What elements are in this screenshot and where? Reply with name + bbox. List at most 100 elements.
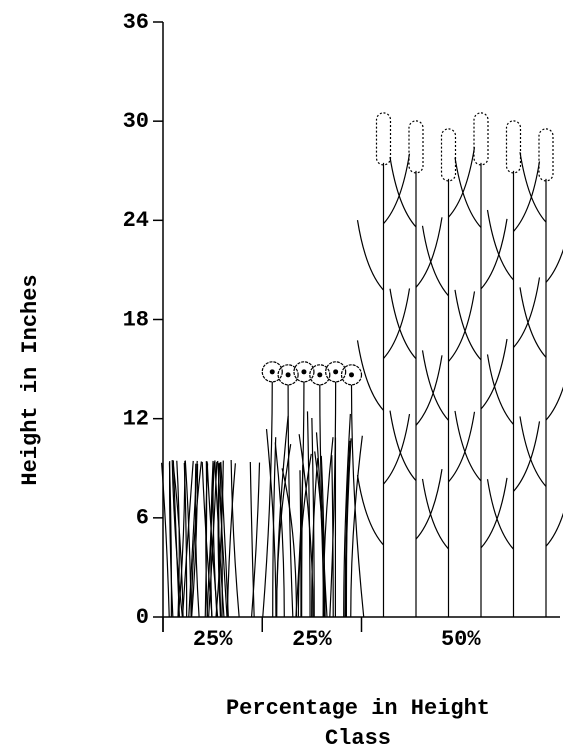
leaf xyxy=(513,277,541,348)
leaf xyxy=(356,220,384,291)
y-axis-label: Height in Inches xyxy=(18,274,43,485)
flower-center xyxy=(269,369,275,375)
leaf xyxy=(275,444,292,618)
flower-center xyxy=(317,372,323,378)
grass-blade xyxy=(214,460,225,618)
flower-stem xyxy=(287,384,294,618)
x-axis-label: Percentage in Height xyxy=(226,696,490,721)
leaf xyxy=(298,434,314,618)
grass-blade xyxy=(190,461,202,618)
y-tick-label: 24 xyxy=(123,208,149,233)
cattail-head xyxy=(440,128,457,182)
leaf xyxy=(513,161,541,232)
leaf xyxy=(322,437,334,618)
class-share-label: 25% xyxy=(292,627,332,652)
grass-blade xyxy=(191,463,199,618)
leaf xyxy=(281,468,298,618)
leaf xyxy=(448,147,476,218)
y-tick-label: 12 xyxy=(123,406,149,431)
leaf xyxy=(356,340,384,411)
flower-center xyxy=(301,369,307,375)
grass-blade xyxy=(168,461,174,618)
leaf xyxy=(545,386,563,421)
grass-blade xyxy=(206,461,219,618)
flower-head xyxy=(277,364,299,386)
flower-stem xyxy=(350,384,365,618)
grass-blade xyxy=(215,460,224,618)
leaf xyxy=(519,152,547,223)
grass-blade xyxy=(217,463,222,618)
y-tick-label: 18 xyxy=(123,307,149,332)
leaf xyxy=(519,416,547,487)
flower-stem xyxy=(262,381,273,618)
flower-head xyxy=(340,364,363,386)
flower-head xyxy=(261,361,283,383)
leaf xyxy=(383,413,411,485)
grass-blade xyxy=(171,460,183,618)
leaf xyxy=(454,157,482,228)
leaf xyxy=(311,458,319,618)
leaf xyxy=(421,225,449,297)
leaf xyxy=(345,470,349,618)
class-share-label: 50% xyxy=(441,627,481,652)
leaf xyxy=(356,474,384,546)
flower-head xyxy=(293,361,315,383)
y-tick-label: 30 xyxy=(123,109,149,134)
grass-blade xyxy=(188,460,198,618)
leaf xyxy=(454,289,482,361)
leaf xyxy=(415,217,443,288)
leaf xyxy=(486,479,514,550)
flower-center xyxy=(349,372,354,378)
cattail-head xyxy=(408,120,424,174)
leaf xyxy=(545,512,563,547)
x-axis-label: Class xyxy=(325,726,391,751)
y-tick-label: 6 xyxy=(136,506,149,531)
grass-blade xyxy=(230,459,240,618)
grass-blade xyxy=(177,461,186,618)
leaf xyxy=(454,410,482,482)
cattail-head xyxy=(538,128,554,182)
flower-center xyxy=(333,369,339,375)
grass-blade xyxy=(226,463,236,618)
grass-blade xyxy=(172,460,181,618)
leaf xyxy=(383,288,411,359)
y-tick-label: 36 xyxy=(123,10,149,35)
leaf xyxy=(480,218,508,290)
flower-center xyxy=(285,372,291,378)
leaf xyxy=(486,209,514,281)
leaf xyxy=(421,478,449,550)
leaf xyxy=(421,350,449,421)
leaf xyxy=(486,354,514,425)
flower-head xyxy=(309,364,331,386)
flower-head xyxy=(325,361,347,383)
flower-stem xyxy=(319,384,328,618)
grass-blade xyxy=(250,462,261,618)
leaf xyxy=(389,288,417,360)
grass-blade xyxy=(249,461,255,618)
grass-blade xyxy=(206,461,216,618)
grass-blade xyxy=(161,462,170,618)
class-share-label: 25% xyxy=(193,627,233,652)
leaf xyxy=(415,355,443,426)
grass-blade xyxy=(172,463,184,618)
leaf xyxy=(415,469,443,540)
leaf xyxy=(480,338,508,410)
leaf xyxy=(519,287,547,358)
leaf xyxy=(513,421,541,492)
leaf xyxy=(480,477,508,549)
leaf xyxy=(448,291,476,362)
cattail-head xyxy=(473,112,489,166)
leaf xyxy=(272,437,277,618)
leaf xyxy=(276,415,289,618)
y-tick-label: 0 xyxy=(136,605,149,630)
cattail-head xyxy=(375,112,392,166)
grass-blade xyxy=(184,460,192,618)
leaf xyxy=(350,435,363,618)
leaf xyxy=(545,248,563,283)
leaf xyxy=(448,411,476,483)
leaf xyxy=(389,410,417,482)
flower-stem xyxy=(295,381,305,618)
leaf xyxy=(389,156,417,228)
grass-blade xyxy=(201,461,213,618)
